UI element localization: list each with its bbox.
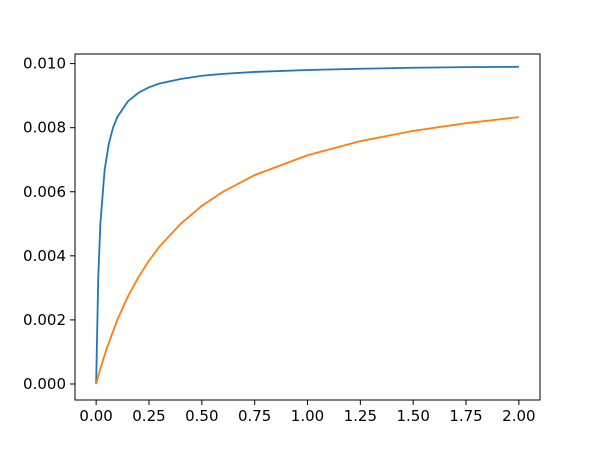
x-axis: 0.00 0.25 0.50 0.75 1.00 1.25 1.50 1.75 2.00: [79, 400, 536, 425]
y-tick-label: 0.008: [23, 119, 66, 137]
y-tick-label: 0.000: [23, 375, 66, 393]
x-tick-label: 0.75: [238, 407, 271, 425]
y-tick-label: 0.010: [23, 55, 66, 73]
x-tick-label: 0.50: [185, 407, 218, 425]
x-tick-label: 0.00: [79, 407, 112, 425]
series-layer: [95, 65, 519, 385]
x-tick-label: 0.25: [132, 407, 165, 425]
y-tick-label: 0.006: [23, 183, 66, 201]
y-tick-label: 0.002: [23, 311, 66, 329]
series-2-line: [95, 116, 519, 385]
y-tick-label: 0.004: [23, 247, 66, 265]
x-tick-label: 1.50: [396, 407, 429, 425]
x-tick-label: 1.75: [449, 407, 482, 425]
axes-frame: [74, 53, 541, 401]
plot-area: [75, 54, 540, 400]
x-tick-label: 1.00: [291, 407, 324, 425]
x-tick-label: 2.00: [502, 407, 535, 425]
x-tick-label: 1.25: [344, 407, 377, 425]
y-axis: 0.000 0.002 0.004 0.006 0.008 0.010: [23, 55, 75, 393]
series-1-line: [95, 65, 519, 384]
